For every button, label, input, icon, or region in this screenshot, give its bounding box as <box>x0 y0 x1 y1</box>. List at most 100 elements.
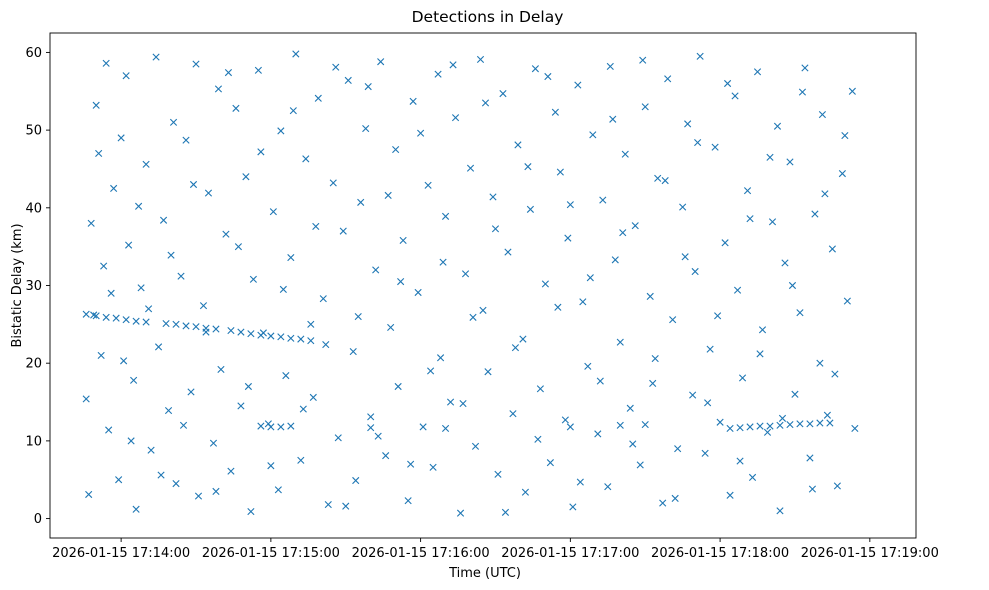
data-point <box>169 118 178 126</box>
data-point <box>531 65 539 73</box>
data-point <box>791 390 799 398</box>
data-point <box>766 153 774 161</box>
data-point <box>689 391 697 399</box>
data-point <box>743 187 752 195</box>
data-point <box>287 334 295 342</box>
data-point <box>357 198 365 206</box>
data-point <box>579 298 587 306</box>
data-point <box>746 423 754 431</box>
data-point <box>222 230 230 238</box>
data-point <box>551 108 559 116</box>
data-point <box>501 508 510 516</box>
data-point <box>269 208 277 216</box>
data-point <box>384 191 392 199</box>
data-point <box>312 222 320 231</box>
data-point <box>733 286 742 294</box>
data-point <box>232 104 240 112</box>
data-point <box>414 288 422 297</box>
y-tick-label: 40 <box>25 201 42 216</box>
data-point <box>279 285 287 293</box>
data-point <box>758 326 767 334</box>
data-point <box>621 150 629 158</box>
data-point <box>112 314 120 322</box>
data-point <box>247 507 255 516</box>
data-point <box>192 60 200 68</box>
data-point <box>274 486 282 494</box>
data-point <box>736 457 744 465</box>
data-point <box>514 141 522 149</box>
data-point <box>172 480 180 488</box>
data-points <box>82 50 859 517</box>
data-point <box>584 362 592 370</box>
data-point <box>763 428 772 436</box>
data-point <box>187 388 195 396</box>
data-point <box>586 274 594 282</box>
data-point <box>244 382 252 391</box>
data-point <box>606 62 614 70</box>
data-point <box>257 148 265 156</box>
data-point <box>848 87 856 95</box>
data-point <box>87 219 95 227</box>
data-point <box>489 193 497 201</box>
data-point <box>257 331 265 339</box>
data-point <box>404 497 412 505</box>
data-point <box>544 72 552 81</box>
data-point <box>130 376 138 384</box>
data-point <box>604 483 612 491</box>
data-point <box>409 97 417 105</box>
data-point <box>172 320 180 328</box>
data-point <box>778 414 787 422</box>
data-point <box>407 460 415 468</box>
data-point <box>267 423 275 431</box>
data-point <box>456 509 465 517</box>
data-point <box>127 437 135 445</box>
data-point <box>691 267 699 276</box>
data-point <box>816 419 824 427</box>
data-point <box>202 324 210 332</box>
data-point <box>738 374 747 382</box>
data-point <box>339 227 347 235</box>
data-point <box>397 278 405 286</box>
data-point <box>289 107 297 115</box>
data-point <box>674 445 682 453</box>
data-point <box>723 79 732 88</box>
y-tick-label: 60 <box>25 46 42 61</box>
data-point <box>137 284 145 292</box>
data-point <box>671 494 679 502</box>
data-point <box>237 402 245 410</box>
data-point <box>451 114 460 122</box>
data-point <box>177 272 185 280</box>
data-point <box>217 365 225 373</box>
data-point <box>851 424 859 433</box>
data-point <box>441 424 450 433</box>
data-point <box>504 248 512 256</box>
data-point <box>509 410 517 418</box>
data-point <box>309 393 317 401</box>
data-point <box>107 289 115 297</box>
data-point <box>636 461 644 469</box>
data-point <box>806 420 814 428</box>
y-tick-label: 50 <box>25 124 42 139</box>
data-point <box>569 503 577 511</box>
data-point <box>748 473 757 481</box>
data-point <box>122 72 130 80</box>
data-point <box>461 270 470 278</box>
data-point <box>796 309 804 317</box>
data-point <box>319 295 327 303</box>
data-point <box>97 351 105 360</box>
data-point <box>526 205 535 213</box>
data-point <box>776 421 784 429</box>
data-point <box>419 423 427 431</box>
data-point <box>811 210 819 218</box>
y-tick-label: 30 <box>25 279 42 294</box>
data-point <box>494 470 502 478</box>
data-point <box>616 338 624 346</box>
data-point <box>499 90 507 98</box>
data-point <box>459 400 467 408</box>
data-point <box>651 354 659 363</box>
data-point <box>664 75 672 83</box>
data-point <box>546 459 554 467</box>
data-point <box>491 225 500 233</box>
x-tick-label: 2026-01-15 17:18:00 <box>651 546 789 561</box>
data-point <box>661 177 669 185</box>
